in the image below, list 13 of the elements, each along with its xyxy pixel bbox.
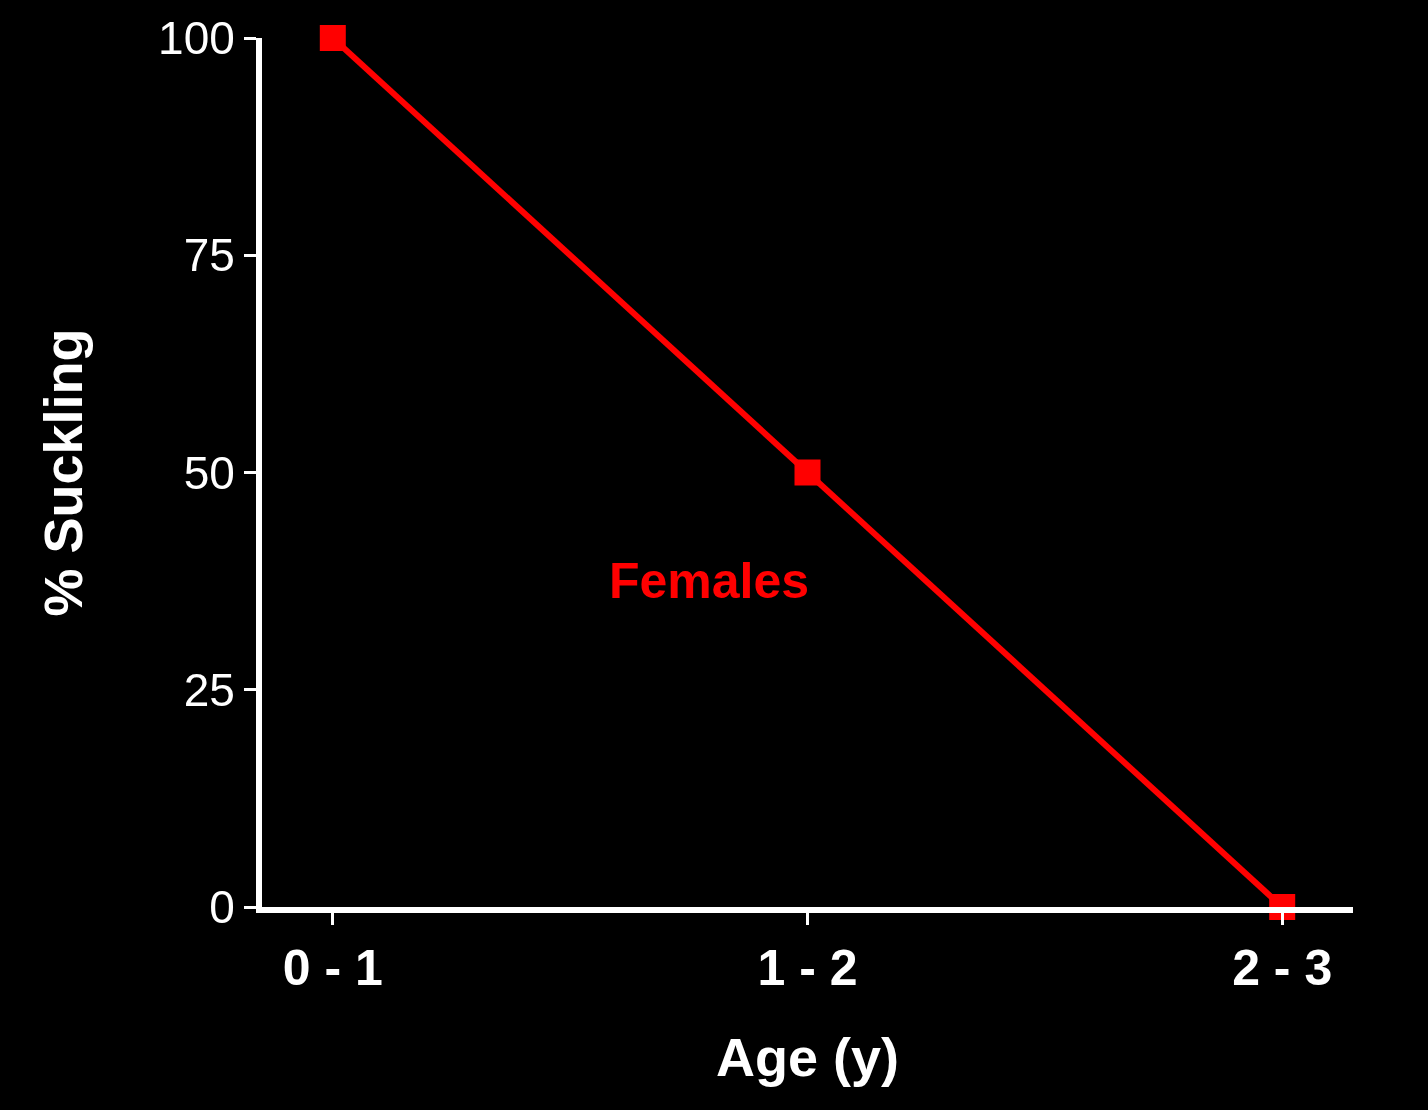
point xyxy=(794,459,821,486)
y-tick-label: 25 xyxy=(183,663,235,716)
x-tick-label: 2 - 3 xyxy=(1232,940,1333,996)
x-tick-label: 0 - 1 xyxy=(282,940,383,996)
y-tick-label: 50 xyxy=(183,446,235,499)
x-axis-title: Age (y) xyxy=(715,1026,900,1087)
point xyxy=(319,25,346,51)
y-tick-label: 0 xyxy=(209,881,235,934)
x-tick-label: 1 - 2 xyxy=(757,940,858,996)
series-label: Females xyxy=(609,553,810,609)
y-tick-label: 100 xyxy=(158,12,235,65)
y-axis-title: % Suckling xyxy=(33,328,94,617)
y-tick-label: 75 xyxy=(183,229,235,282)
